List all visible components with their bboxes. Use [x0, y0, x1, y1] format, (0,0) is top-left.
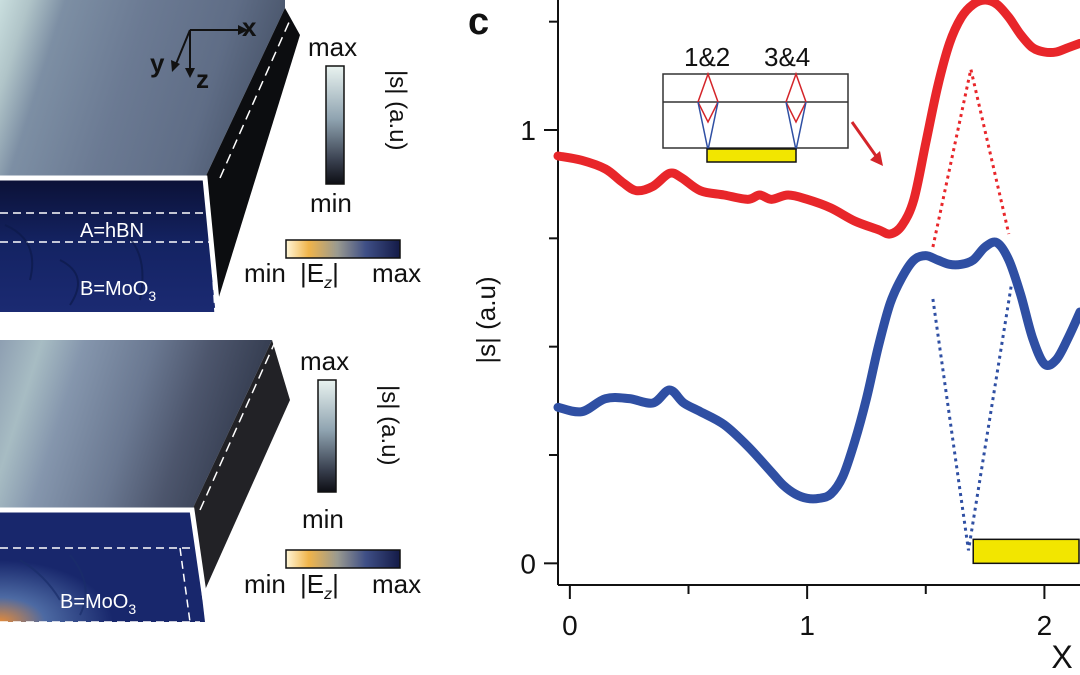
bottom-block-side — [192, 340, 290, 590]
highlight-bar — [972, 538, 1080, 565]
axes-3d-indicator: x y z — [150, 12, 257, 94]
inset-yellow-bar — [706, 148, 797, 163]
bottom-ez-colorbar: min |Ez| max — [244, 549, 421, 603]
pointer-arrow — [850, 121, 883, 166]
bottom-colorbar-min: min — [302, 504, 344, 534]
bottom-colorbar-label: |s| (a.u) — [376, 385, 403, 465]
x-tick-label: 2 — [1037, 610, 1053, 641]
top-block-surface — [0, 0, 285, 178]
dotted-guide-2 — [931, 285, 1013, 551]
bottom-ez-label: |Ez| — [300, 569, 339, 603]
top-ez-min: min — [244, 258, 286, 288]
top-block-front — [0, 178, 218, 312]
y-tick-label: 0 — [520, 548, 536, 579]
x-tick-label: 0 — [562, 610, 578, 641]
bottom-ez-min: min — [244, 569, 286, 599]
bottom-ez-max: max — [372, 569, 421, 599]
dotted-guide-1 — [931, 68, 1011, 248]
inset-label-right: 3&4 — [764, 42, 810, 72]
chart-series — [553, 0, 1080, 504]
inset-label-left: 1&2 — [684, 42, 730, 72]
axis-y-label: y — [150, 48, 165, 78]
bottom-intensity-colorbar: max min |s| (a.u) — [300, 346, 403, 534]
layer-b-label: B=MoO3 — [80, 278, 156, 304]
chart-axes — [557, 0, 1080, 586]
top-ez-colorbar: min |Ez| max — [244, 239, 421, 292]
inset-red-diamond-right — [785, 71, 807, 124]
top-colorbar-min: min — [310, 188, 352, 218]
top-block: x y z A=hBN B=MoO3 max min |s| (a.u) min… — [0, 0, 421, 313]
x-tick-label: 1 — [799, 610, 815, 641]
top-colorbar-label: |s| (a.u) — [384, 70, 411, 150]
top-block-front-edge — [0, 175, 221, 313]
series-line-1 — [553, 0, 1080, 239]
line-chart: 0 1 2 0 1 |s| (a.u) X — [471, 0, 1080, 675]
top-ez-max: max — [372, 258, 421, 288]
inset-schematic: 1&2 3&4 — [662, 42, 849, 163]
chart-dotted-guides — [931, 68, 1013, 551]
bottom-colorbar-max: max — [300, 346, 349, 376]
y-tick-label: 1 — [520, 115, 536, 146]
bottom-block-surface — [0, 340, 272, 510]
axis-x-label: x — [242, 12, 257, 42]
inset-red-diamond-left — [697, 71, 719, 124]
chart-ylabel: |s| (a.u) — [471, 276, 501, 363]
top-intensity-colorbar: max min |s| (a.u) — [308, 32, 411, 218]
bottom-block: B=MoO3 max min |s| (a.u) min |Ez| max — [0, 340, 421, 623]
bottom-block-front-edge — [0, 507, 208, 601]
top-ez-label: |Ez| — [300, 258, 339, 292]
top-colorbar-max: max — [308, 32, 357, 62]
axis-z-label: z — [196, 64, 209, 94]
layer-a-label: A=hBN — [80, 220, 144, 242]
series-line-2 — [553, 237, 1080, 504]
top-block-side — [205, 8, 300, 300]
inset-frame — [662, 73, 849, 149]
chart-ticks: 0 1 2 0 1 — [520, 20, 1053, 641]
panel-letter: c — [468, 1, 489, 43]
bottom-layer-b-label: B=MoO3 — [60, 591, 136, 617]
bottom-block-front — [0, 510, 205, 622]
chart-xlabel: X — [1051, 639, 1072, 675]
